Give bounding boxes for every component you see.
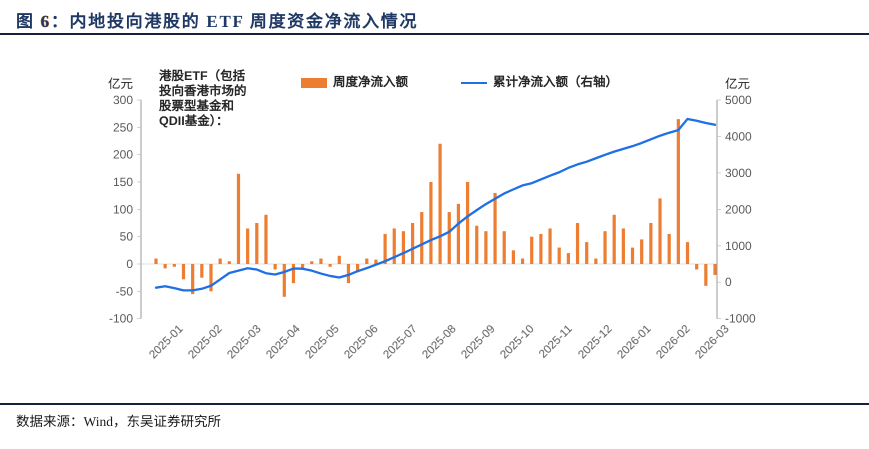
svg-text:0: 0 (126, 257, 133, 271)
svg-text:150: 150 (113, 175, 133, 189)
svg-text:3000: 3000 (725, 166, 752, 180)
svg-text:4000: 4000 (725, 129, 752, 143)
svg-text:0: 0 (725, 275, 732, 289)
svg-text:亿元: 亿元 (725, 77, 750, 91)
svg-text:200: 200 (113, 148, 133, 162)
svg-text:250: 250 (113, 120, 133, 134)
svg-text:-100: -100 (109, 312, 133, 326)
svg-text:-1000: -1000 (725, 312, 756, 326)
svg-text:2000: 2000 (725, 202, 752, 216)
svg-text:300: 300 (113, 93, 133, 107)
svg-text:50: 50 (120, 230, 134, 244)
svg-text:1000: 1000 (725, 239, 752, 253)
svg-text:亿元: 亿元 (108, 77, 133, 91)
svg-text:5000: 5000 (725, 93, 752, 107)
svg-text:100: 100 (113, 202, 133, 216)
svg-text:-50: -50 (116, 284, 134, 298)
